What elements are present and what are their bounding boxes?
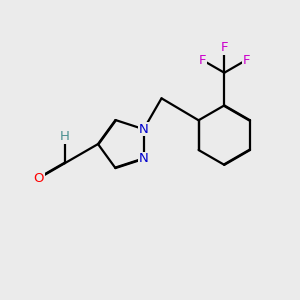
Text: F: F bbox=[199, 54, 206, 67]
Text: N: N bbox=[139, 152, 148, 165]
Text: O: O bbox=[34, 172, 44, 185]
Text: F: F bbox=[242, 54, 250, 67]
Text: H: H bbox=[60, 130, 70, 143]
Text: N: N bbox=[139, 123, 148, 136]
Text: F: F bbox=[220, 41, 228, 54]
